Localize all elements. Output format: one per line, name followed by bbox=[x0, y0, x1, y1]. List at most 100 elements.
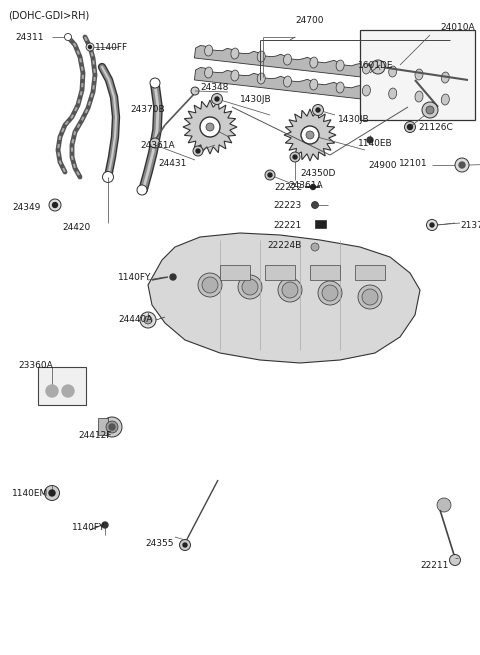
Text: 1140FY: 1140FY bbox=[118, 272, 151, 282]
Circle shape bbox=[437, 498, 451, 512]
Circle shape bbox=[196, 149, 200, 153]
Ellipse shape bbox=[441, 94, 449, 105]
Ellipse shape bbox=[231, 48, 239, 59]
Text: 24350D: 24350D bbox=[300, 168, 336, 178]
Circle shape bbox=[422, 102, 438, 118]
Ellipse shape bbox=[362, 63, 371, 74]
Ellipse shape bbox=[284, 54, 291, 65]
Circle shape bbox=[137, 185, 147, 195]
Circle shape bbox=[405, 121, 416, 132]
Circle shape bbox=[206, 123, 214, 131]
Circle shape bbox=[150, 138, 160, 148]
Circle shape bbox=[88, 45, 92, 48]
Ellipse shape bbox=[284, 76, 291, 87]
Bar bbox=[265, 265, 295, 280]
Text: 22223: 22223 bbox=[274, 200, 302, 210]
Circle shape bbox=[215, 97, 219, 101]
Text: 1140EB: 1140EB bbox=[358, 138, 393, 147]
Circle shape bbox=[109, 424, 115, 430]
Circle shape bbox=[408, 124, 412, 130]
Circle shape bbox=[106, 421, 118, 433]
Text: 1430JB: 1430JB bbox=[338, 115, 370, 124]
Circle shape bbox=[102, 417, 122, 437]
Circle shape bbox=[238, 275, 262, 299]
Ellipse shape bbox=[310, 57, 318, 68]
Text: 24412F: 24412F bbox=[78, 430, 111, 440]
Bar bbox=[355, 265, 385, 280]
Text: 1140FY: 1140FY bbox=[72, 523, 106, 531]
Circle shape bbox=[311, 185, 315, 189]
Circle shape bbox=[86, 43, 94, 51]
Circle shape bbox=[64, 33, 72, 41]
Text: 24355: 24355 bbox=[145, 538, 173, 548]
Circle shape bbox=[52, 202, 58, 208]
Text: 1140FF: 1140FF bbox=[95, 43, 128, 52]
Circle shape bbox=[150, 78, 160, 88]
Bar bbox=[310, 265, 340, 280]
Text: 1140EM: 1140EM bbox=[12, 489, 48, 498]
Circle shape bbox=[144, 316, 152, 324]
Ellipse shape bbox=[310, 79, 318, 90]
Circle shape bbox=[427, 219, 437, 231]
Text: 24311: 24311 bbox=[15, 33, 44, 41]
Ellipse shape bbox=[362, 85, 371, 96]
Circle shape bbox=[430, 223, 434, 227]
Ellipse shape bbox=[441, 72, 449, 83]
Text: 24361A: 24361A bbox=[288, 181, 323, 189]
Circle shape bbox=[371, 60, 385, 74]
Circle shape bbox=[449, 555, 460, 565]
Circle shape bbox=[265, 170, 275, 180]
Ellipse shape bbox=[231, 70, 239, 81]
Circle shape bbox=[318, 281, 342, 305]
Circle shape bbox=[202, 277, 218, 293]
Circle shape bbox=[316, 108, 320, 112]
Ellipse shape bbox=[389, 66, 397, 77]
Circle shape bbox=[193, 146, 203, 156]
Ellipse shape bbox=[257, 51, 265, 62]
Circle shape bbox=[290, 152, 300, 162]
Circle shape bbox=[140, 312, 156, 328]
Text: 24440A: 24440A bbox=[118, 316, 152, 324]
Ellipse shape bbox=[336, 82, 344, 93]
Text: 22211: 22211 bbox=[420, 561, 448, 569]
Circle shape bbox=[312, 202, 319, 208]
Circle shape bbox=[306, 131, 314, 139]
Circle shape bbox=[242, 279, 258, 295]
Ellipse shape bbox=[415, 69, 423, 80]
Text: 12101: 12101 bbox=[399, 159, 428, 168]
Ellipse shape bbox=[204, 67, 213, 78]
Polygon shape bbox=[148, 233, 420, 363]
Ellipse shape bbox=[415, 91, 423, 102]
Circle shape bbox=[49, 490, 55, 496]
Text: 24420: 24420 bbox=[62, 223, 90, 231]
Text: 22221: 22221 bbox=[274, 221, 302, 229]
Bar bbox=[38, 367, 86, 405]
Circle shape bbox=[102, 522, 108, 528]
Circle shape bbox=[191, 87, 199, 95]
Text: 24010A: 24010A bbox=[440, 22, 475, 31]
Text: 23360A: 23360A bbox=[18, 360, 53, 369]
Circle shape bbox=[301, 126, 319, 144]
Text: 21377: 21377 bbox=[460, 221, 480, 229]
Circle shape bbox=[183, 543, 187, 547]
Ellipse shape bbox=[204, 45, 213, 56]
Circle shape bbox=[312, 105, 324, 115]
Bar bbox=[315, 220, 326, 228]
Circle shape bbox=[358, 285, 382, 309]
Text: 24700: 24700 bbox=[295, 16, 324, 25]
Text: (DOHC-GDI>RH): (DOHC-GDI>RH) bbox=[8, 10, 89, 20]
Text: 1601DE: 1601DE bbox=[358, 60, 394, 69]
Polygon shape bbox=[194, 67, 458, 110]
Text: 24900: 24900 bbox=[368, 160, 396, 170]
Circle shape bbox=[268, 173, 272, 177]
Text: 24431: 24431 bbox=[158, 159, 186, 168]
Text: 21126C: 21126C bbox=[418, 122, 453, 132]
Circle shape bbox=[459, 162, 465, 168]
Circle shape bbox=[362, 289, 378, 305]
Text: 24370B: 24370B bbox=[131, 105, 165, 115]
Circle shape bbox=[293, 155, 297, 159]
Circle shape bbox=[322, 285, 338, 301]
Circle shape bbox=[49, 199, 61, 211]
Bar bbox=[98, 418, 108, 435]
Text: 22222: 22222 bbox=[274, 183, 302, 191]
